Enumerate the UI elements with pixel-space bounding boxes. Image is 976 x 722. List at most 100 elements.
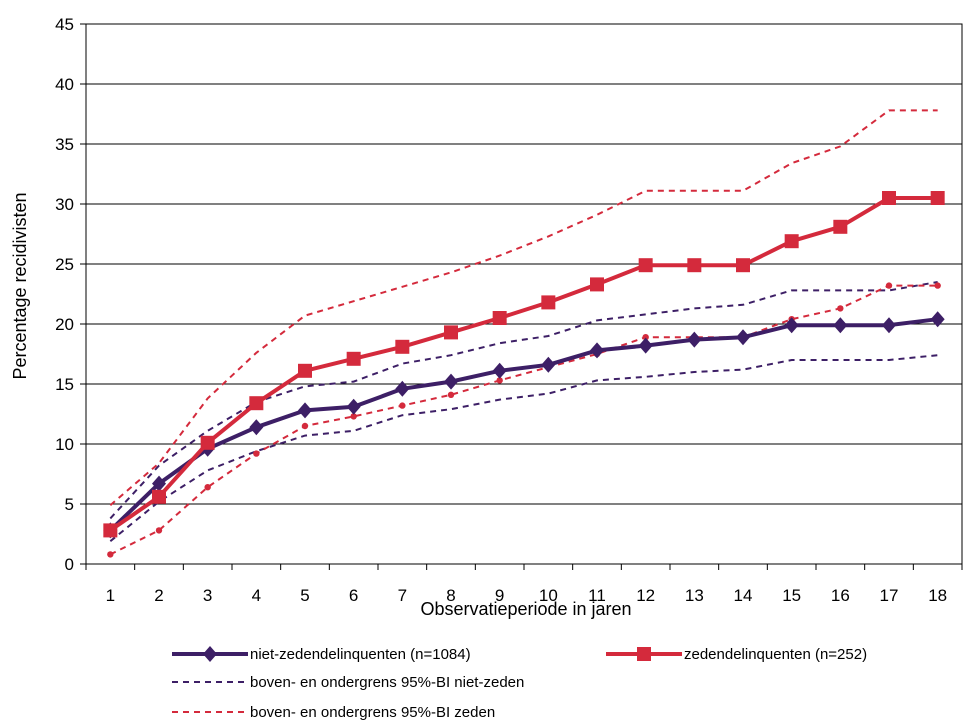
diamond-marker [541,356,556,373]
dot-marker [204,484,211,491]
x-tick-label: 7 [398,586,407,605]
x-tick-label: 1 [106,586,115,605]
y-tick-label: 40 [55,75,74,94]
y-tick-label: 20 [55,315,74,334]
square-marker [200,435,215,450]
x-tick-label: 11 [588,586,606,605]
y-axis-label: Percentage recidivisten [10,192,30,379]
x-axis-label: Observatieperiode in jaren [420,599,631,619]
square-marker [346,351,361,366]
legend-label: boven- en ondergrens 95%-BI zeden [250,704,495,721]
square-marker [152,489,166,504]
y-tick-label: 30 [55,195,74,214]
x-tick-label: 3 [203,586,212,605]
diamond-marker [346,398,361,415]
dot-marker [350,413,357,420]
square-marker [298,363,312,378]
square-marker [444,325,458,340]
dot-marker [934,282,941,289]
x-tick-label: 5 [300,586,309,605]
dot-marker [837,305,844,312]
diamond-marker [784,317,799,334]
square-marker [784,234,799,249]
legend-label: niet-zedendelinquenten (n=1084) [250,646,471,663]
x-tick-label: 9 [495,586,504,605]
ci-series-2 [107,109,941,558]
series-line [109,196,938,533]
x-tick-label: 2 [154,586,163,605]
x-tick-label: 15 [782,586,801,605]
series-line [108,317,938,532]
x-tick-label: 4 [252,586,261,605]
diamond-marker [444,373,458,390]
legend-label: zedendelinquenten (n=252) [684,646,867,663]
legend-label: boven- en ondergrens 95%-BI niet-zeden [250,674,524,691]
square-marker [103,523,118,538]
square-marker [736,258,750,273]
diamond-marker [152,475,166,492]
legend-item-3: boven- en ondergrens 95%-BI niet-zeden [172,674,524,691]
square-marker [687,258,702,273]
legend-item-2: zedendelinquenten (n=252) [606,646,867,663]
x-tick-label: 8 [446,586,455,605]
x-tick-label: 14 [734,586,753,605]
dot-marker [301,422,309,430]
x-tick-label: 10 [539,586,558,605]
y-tick-label: 15 [55,375,74,394]
y-tick-label: 5 [65,495,74,514]
dot-marker [885,282,893,289]
upper-bound-line [109,109,938,506]
diamond-marker [203,646,217,662]
dot-marker [399,402,406,409]
square-marker [590,277,604,292]
gridlines [86,23,962,565]
dot-marker [155,527,163,534]
y-tick-label: 45 [55,15,74,34]
diamond-marker [687,331,702,348]
series-2 [103,191,945,538]
dot-marker [447,391,455,398]
diamond-marker [736,329,750,346]
lower-bound-line [109,284,938,556]
square-marker [395,339,410,354]
diamond-marker [882,317,896,334]
legend-item-4: boven- en ondergrens 95%-BI zeden [172,704,495,721]
x-tick-label: 13 [685,586,704,605]
diamond-marker [298,402,312,419]
diamond-marker [930,311,945,328]
diamond-marker [395,380,410,397]
square-marker [637,647,651,661]
dot-marker [107,551,114,558]
square-marker [492,311,507,325]
upper-bound-line [109,281,938,520]
y-tick-label: 10 [55,435,74,454]
square-marker [930,191,945,205]
square-marker [249,396,264,411]
x-tick-label: 17 [880,586,899,605]
dot-marker [496,377,503,384]
legend: niet-zedendelinquenten (n=1084) zedendeli… [172,646,867,721]
diamond-marker [492,362,507,379]
plot-area-border [85,23,963,565]
square-marker [541,295,556,310]
ci-series-1 [109,281,938,542]
legend-item-1: niet-zedendelinquenten (n=1084) [172,646,471,663]
square-marker [638,258,653,273]
x-tick-label: 12 [636,586,655,605]
diamond-marker [833,317,848,334]
y-tick-label: 25 [55,255,74,274]
diamond-marker [590,342,604,359]
plot-frame [85,23,963,565]
x-tick-label: 18 [928,586,947,605]
series-layer [103,109,945,558]
y-tick-label: 35 [55,135,74,154]
square-marker [882,191,896,205]
dot-marker [642,334,649,341]
y-axis-ticks: 0 5 10 15 20 25 30 35 40 45 [55,15,86,574]
x-tick-label: 6 [349,586,358,605]
y-tick-label: 0 [65,555,74,574]
diamond-marker [249,419,264,436]
diamond-marker [638,337,653,354]
x-tick-label: 16 [831,586,850,605]
